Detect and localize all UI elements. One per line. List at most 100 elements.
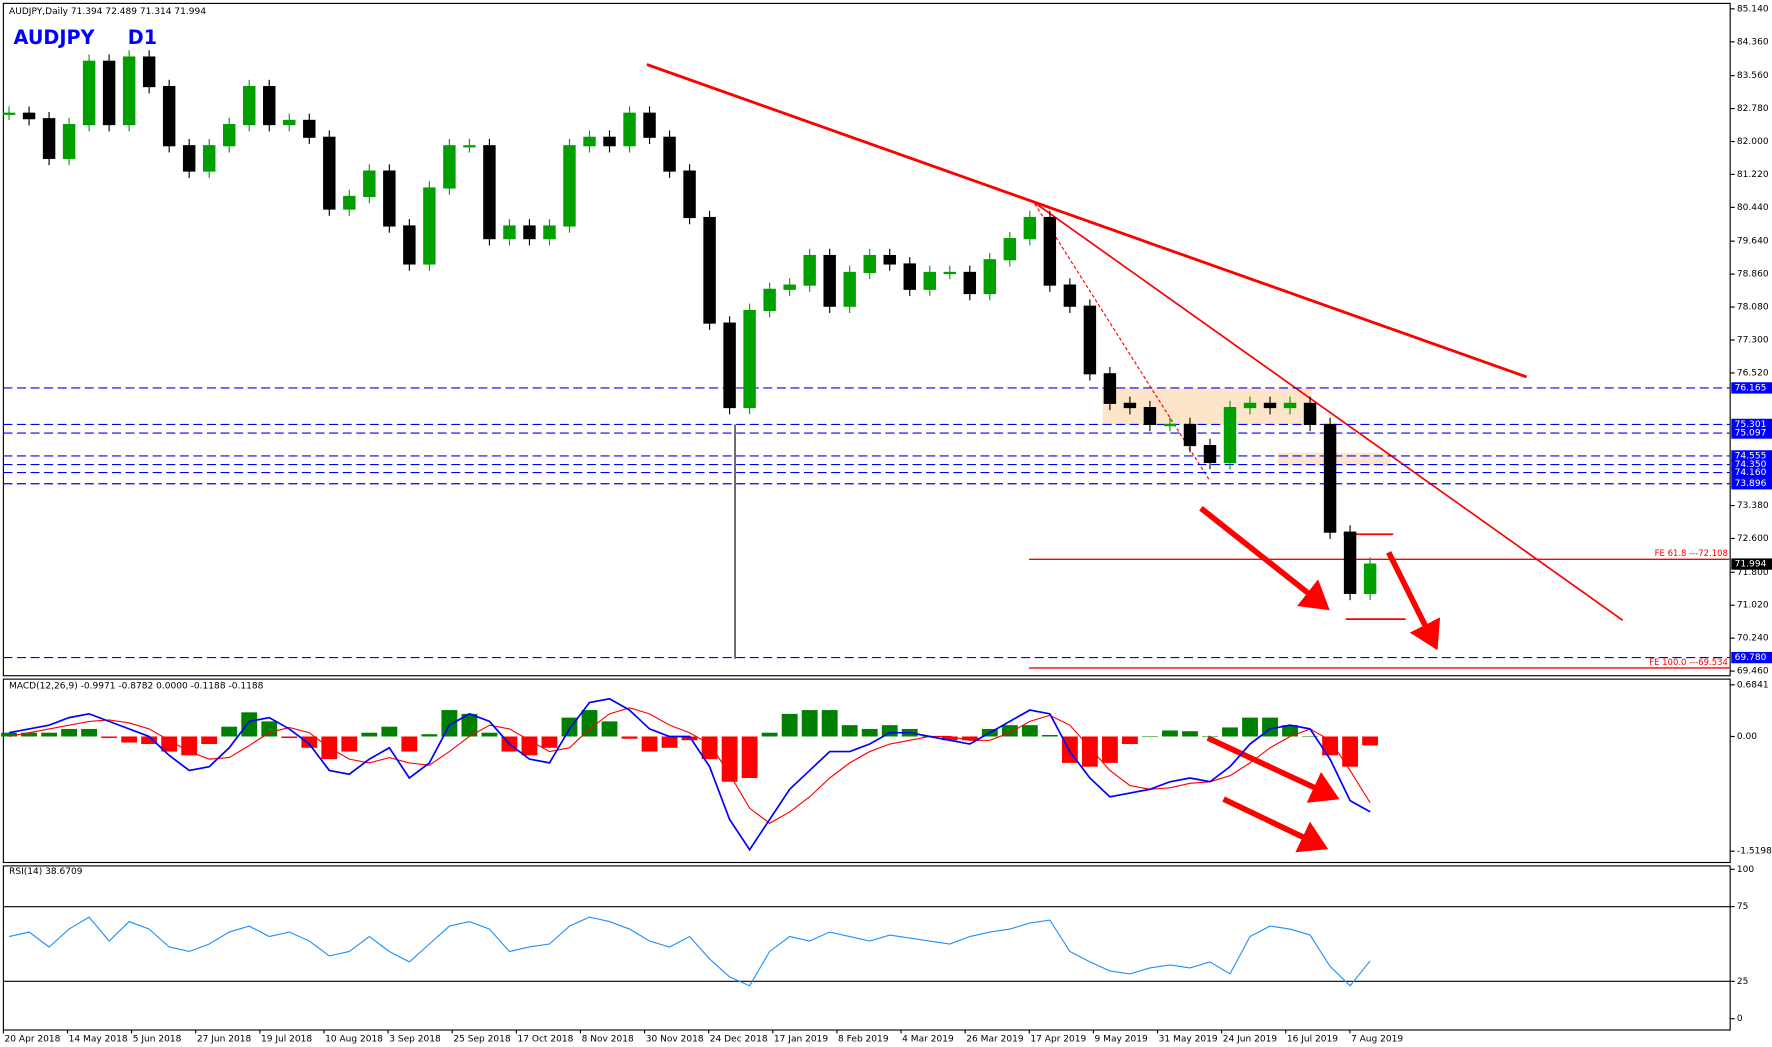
x-tick-label: 26 Mar 2019 <box>966 1035 1024 1045</box>
histogram-bar <box>781 713 798 737</box>
current-price-box <box>1731 558 1772 570</box>
candle <box>1103 373 1117 404</box>
histogram-bar <box>201 736 218 745</box>
histogram-bar <box>701 736 718 760</box>
histogram-bar <box>461 713 478 737</box>
candle <box>303 119 316 138</box>
candle <box>1123 402 1137 409</box>
histogram-bar <box>541 736 558 748</box>
histogram-bar <box>1282 725 1298 737</box>
chart-title: AUDJPY,Daily 71.394 72.489 71.314 71.994 <box>9 7 206 17</box>
candle <box>2 112 16 115</box>
candle <box>703 216 716 324</box>
level-label-box <box>1731 466 1772 479</box>
histogram-bar <box>961 736 978 741</box>
candle <box>243 86 256 126</box>
candle <box>1303 402 1317 426</box>
histogram-bar <box>1 732 17 737</box>
y-tick-label: -1.5198 <box>1737 847 1772 857</box>
histogram-bar <box>301 736 318 748</box>
candle <box>1023 216 1037 240</box>
y-tick-label: 73.380 <box>1737 501 1769 511</box>
candle <box>1263 402 1277 409</box>
x-tick-label: 9 May 2019 <box>1095 1035 1148 1045</box>
candle <box>803 254 816 286</box>
candle <box>1063 284 1077 307</box>
x-tick-label: 17 Jan 2019 <box>774 1035 828 1045</box>
candle <box>403 225 416 265</box>
candle <box>1243 402 1257 409</box>
y-tick-label: 75 <box>1737 902 1749 912</box>
level-label-box <box>1731 418 1772 431</box>
candle <box>523 225 536 240</box>
level-label: 74.555 <box>1735 451 1767 461</box>
histogram-bar <box>421 734 438 737</box>
histogram-bar <box>1362 736 1379 746</box>
histogram-bar <box>741 736 758 778</box>
histogram-bar <box>61 728 78 737</box>
x-tick-label: 24 Jun 2019 <box>1223 1035 1278 1045</box>
histogram-bar <box>1302 736 1318 738</box>
y-tick-label: 71.800 <box>1737 568 1769 578</box>
candle <box>1323 423 1337 533</box>
candle <box>423 187 436 265</box>
candle <box>283 119 296 126</box>
rsi-line <box>8 916 1371 987</box>
y-tick-label: 0.00 <box>1737 732 1757 742</box>
x-tick-label: 14 May 2018 <box>69 1035 128 1045</box>
candle <box>82 60 96 126</box>
x-tick-label: 8 Nov 2018 <box>582 1035 634 1045</box>
candle <box>723 322 736 409</box>
y-tick-label: 25 <box>1737 977 1749 987</box>
x-tick-label: 8 Feb 2019 <box>838 1035 889 1045</box>
histogram-bar <box>281 736 298 738</box>
supply-zone <box>1102 388 1312 425</box>
y-tick-label: 76.520 <box>1737 368 1769 378</box>
rsi-title: RSI(14) 38.6709 <box>9 867 83 877</box>
y-tick-label: 71.020 <box>1737 601 1769 611</box>
histogram-bar <box>1162 730 1178 737</box>
candle <box>1283 402 1297 409</box>
histogram-bar <box>361 732 378 737</box>
x-tick-label: 7 Aug 2019 <box>1351 1035 1403 1045</box>
x-tick-label: 30 Nov 2018 <box>646 1035 704 1045</box>
level-label: 74.350 <box>1735 460 1767 470</box>
macd-pane <box>2 678 1731 864</box>
histogram-bar <box>1242 717 1258 737</box>
histogram-bar <box>761 732 778 737</box>
candle <box>202 145 216 172</box>
histogram-bar <box>381 726 398 737</box>
candle <box>1363 563 1377 594</box>
histogram-bar <box>241 712 258 737</box>
candle <box>22 112 36 120</box>
fibo-label: FE 61.8 ---72.108 <box>1655 548 1728 558</box>
x-tick-label: 20 Apr 2018 <box>5 1035 61 1045</box>
y-tick-label: 78.860 <box>1737 270 1769 280</box>
histogram-bar <box>1142 736 1158 738</box>
histogram-bar <box>681 736 698 741</box>
candle <box>142 56 156 88</box>
candle <box>503 225 516 240</box>
histogram-bar <box>1342 736 1359 767</box>
candle <box>122 56 136 126</box>
candle <box>222 124 236 147</box>
arrow <box>1222 796 1329 853</box>
candle <box>743 309 756 409</box>
x-tick-label: 31 May 2019 <box>1159 1035 1218 1045</box>
y-tick-label: 77.300 <box>1737 335 1769 345</box>
histogram-bar <box>81 728 98 737</box>
y-tick-label: 0.6841 <box>1737 680 1769 690</box>
histogram-bar <box>1322 736 1338 756</box>
symbol-label: AUDJPY <box>14 26 96 49</box>
histogram-bar <box>941 736 958 741</box>
histogram-bar <box>641 736 658 752</box>
arrow <box>1206 735 1340 803</box>
y-tick-label: 81.220 <box>1737 170 1769 180</box>
candle <box>563 145 576 227</box>
y-tick-label: 80.440 <box>1737 203 1769 213</box>
candle <box>1203 445 1217 464</box>
candle <box>923 271 936 290</box>
candle <box>1083 305 1097 375</box>
candle <box>182 145 196 172</box>
